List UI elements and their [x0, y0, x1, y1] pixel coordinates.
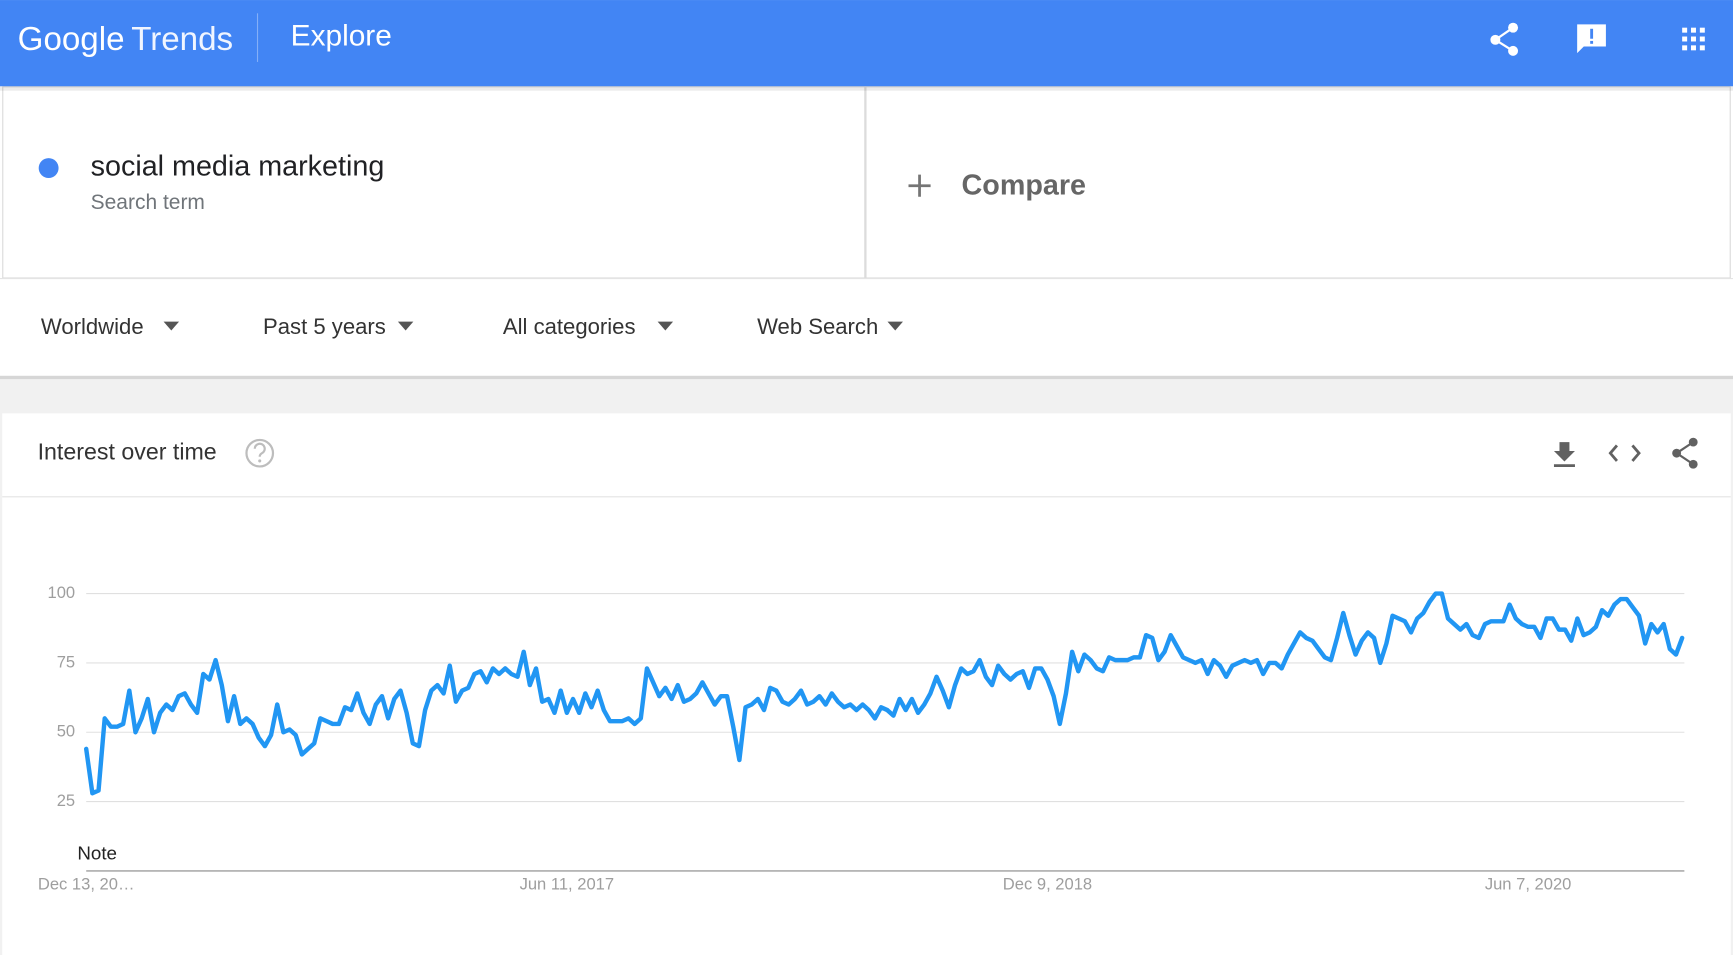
y-tick-label: 100 — [48, 583, 76, 602]
note-link[interactable]: Note — [77, 842, 117, 863]
dropdown-arrow[interactable] — [887, 321, 903, 331]
page-title: Explore — [291, 19, 392, 52]
chart-card — [2, 413, 1731, 955]
apps-icon[interactable] — [1682, 27, 1705, 51]
logo-google[interactable]: Google — [18, 21, 125, 58]
term-type: Search term — [91, 191, 205, 214]
term-box[interactable] — [2, 86, 866, 279]
card-share-icon[interactable] — [1672, 437, 1698, 469]
help-icon[interactable] — [245, 438, 275, 468]
search-term[interactable]: social media marketing — [91, 151, 385, 183]
trend-line — [83, 591, 1685, 796]
filter-geo[interactable]: Worldwide — [41, 314, 144, 339]
dropdown-arrow[interactable] — [397, 321, 414, 331]
filter-property[interactable]: Web Search — [757, 314, 878, 339]
y-tick-label: 75 — [57, 652, 75, 671]
chart: 25 50 75 100 Dec 13, 20… Jun 11, 2017 Dec 9, 2… — [38, 583, 1685, 894]
app-bar — [0, 0, 1733, 87]
filter-time[interactable]: Past 5 years — [263, 314, 386, 339]
y-tick-label: 25 — [57, 791, 75, 810]
logo-product[interactable]: Trends — [131, 21, 233, 58]
header-shadow — [0, 86, 1733, 91]
y-tick-label: 50 — [57, 722, 75, 741]
compare-box[interactable] — [865, 86, 1731, 279]
filter-category[interactable]: All categories — [503, 314, 636, 339]
x-tick-label: Dec 13, 20… — [38, 875, 135, 894]
x-tick-label: Dec 9, 2018 — [1003, 875, 1092, 894]
dropdown-arrow[interactable] — [657, 321, 674, 331]
embed-icon[interactable] — [1608, 444, 1641, 462]
share-icon[interactable] — [1490, 22, 1519, 56]
dropdown-arrow[interactable] — [163, 321, 180, 331]
x-tick-label: Jun 7, 2020 — [1485, 875, 1572, 894]
download-icon[interactable] — [1553, 442, 1575, 468]
plus-icon[interactable] — [908, 174, 931, 197]
card-title: Interest over time — [38, 438, 217, 464]
logo[interactable]: Google Trends — [18, 21, 233, 58]
term-dot — [38, 158, 59, 178]
x-tick-label: Jun 11, 2017 — [520, 875, 615, 894]
feedback-icon[interactable] — [1577, 24, 1606, 54]
compare-label[interactable]: Compare — [962, 169, 1086, 201]
filter-shadow — [0, 375, 1733, 380]
